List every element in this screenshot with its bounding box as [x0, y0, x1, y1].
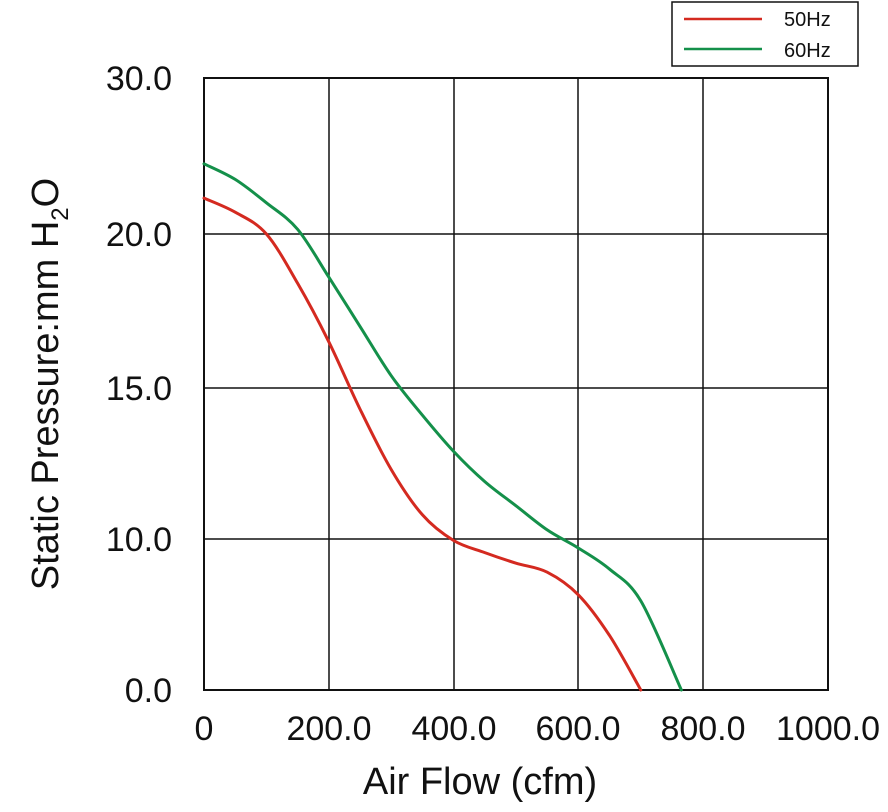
legend: 50Hz 60Hz: [671, 1, 859, 67]
y-axis-title-main: Static Pressure:mm H: [25, 221, 67, 591]
x-tick-label: 400.0: [411, 710, 496, 748]
x-axis-title: Air Flow (cfm): [363, 761, 597, 803]
legend-label-60hz: 60Hz: [784, 40, 831, 62]
series-line-60hz: [202, 162, 683, 692]
x-tick-label: 1000.0: [776, 710, 880, 748]
y-axis-title: Static Pressure:mm H2O: [25, 178, 74, 590]
x-tick-label: 600.0: [535, 710, 620, 748]
series-line-50hz: [202, 196, 643, 692]
y-axis-title-suffix: O: [25, 178, 67, 208]
y-tick-labels: 0.0 10.0 15.0 20.0 30.0: [106, 60, 172, 710]
y-tick-label: 30.0: [106, 60, 172, 98]
x-tick-labels: 0 200.0 400.0 600.0 800.0 1000.0: [195, 710, 880, 748]
x-tick-label: 0: [195, 710, 214, 748]
y-tick-label: 0.0: [125, 672, 172, 710]
y-axis-title-subscript: 2: [47, 207, 74, 220]
legend-label-50hz: 50Hz: [784, 9, 831, 31]
y-tick-label: 10.0: [106, 521, 172, 559]
y-tick-label: 20.0: [106, 216, 172, 254]
gridlines: [204, 78, 828, 690]
plot-frame: [203, 77, 829, 691]
x-tick-label: 200.0: [286, 710, 371, 748]
legend-box: [671, 1, 859, 67]
series-layer: [202, 162, 683, 692]
x-tick-label: 800.0: [660, 710, 745, 748]
y-tick-label: 15.0: [106, 370, 172, 408]
